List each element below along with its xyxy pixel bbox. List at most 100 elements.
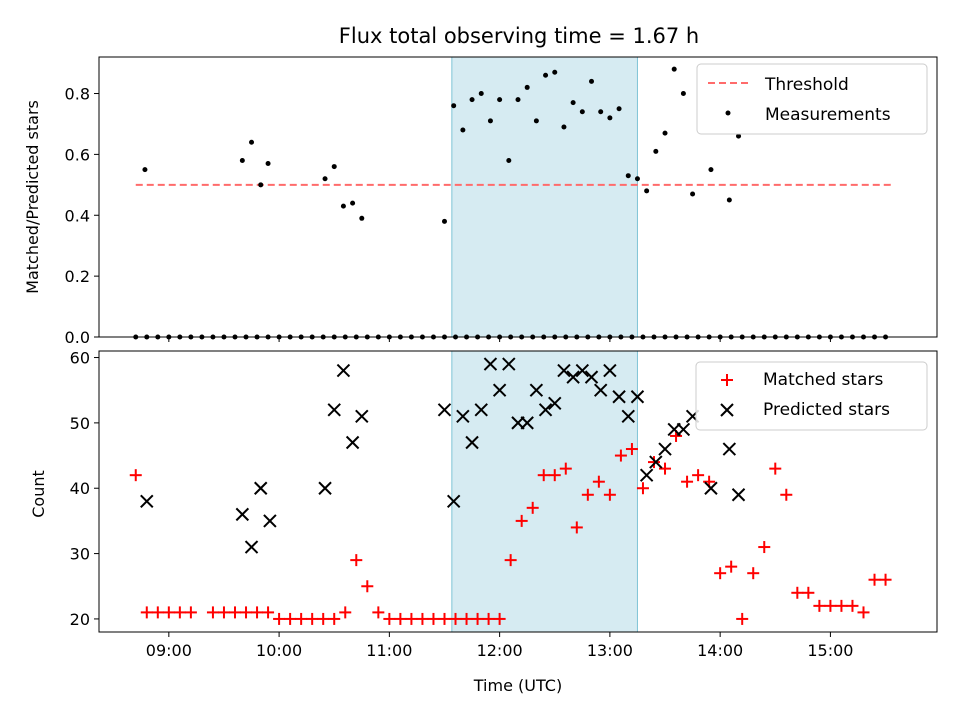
top-y-ticks: 0.0 0.2 0.4 0.6 0.8 [65,85,99,347]
predicted-star-point [520,416,534,430]
measurement-point [708,167,714,173]
measurement-point [589,78,595,84]
bottom-panel: 09:00 10:00 11:00 12:00 13:00 14:00 15:00 20 30… [29,349,938,695]
top-y-tick-label: 0.0 [65,328,90,347]
matched-star-point [493,612,506,625]
matched-star-point [471,612,484,625]
measurement-point [487,118,493,124]
matched-star-point [570,521,583,534]
bottom-y-tick-label: 30 [70,545,90,564]
matched-star-point [537,469,550,482]
matched-star-point [394,612,407,625]
measurement-point [340,203,346,209]
matched-star-point [460,612,473,625]
measurement-point [625,173,631,179]
legend-measurements-swatch [725,110,731,116]
matched-star-point [769,462,782,475]
measurement-point [644,188,650,194]
measurement-point [249,139,255,145]
matched-star-point [824,599,837,612]
measurement-point [497,97,503,103]
predicted-star-point [263,514,277,528]
matched-star-point [868,573,881,586]
top-y-tick-label: 0.8 [65,85,90,104]
measurement-point [478,91,484,97]
measurement-point [322,176,328,182]
measurement-point [634,176,640,182]
matched-star-point [328,612,341,625]
matched-star-point [879,573,892,586]
legend-matched-swatch [721,374,733,386]
matched-star-point [173,606,186,619]
measurement-point [671,66,677,72]
measurement-point [451,103,457,109]
x-axis-label: Time (UTC) [473,676,562,695]
measurement-point [616,106,622,112]
matched-star-point [846,599,859,612]
matched-star-point [383,612,396,625]
matched-star-point [438,612,451,625]
measurement-point [524,84,530,90]
legend-threshold-label: Threshold [764,75,849,95]
measurement-point [662,130,668,136]
x-tick-label: 13:00 [587,641,633,660]
matched-star-point [284,612,297,625]
matched-star-point [162,606,175,619]
chart-title: Flux total observing time = 1.67 h [339,24,699,48]
predicted-star-point [548,396,562,410]
matched-star-point [350,554,363,567]
measurement-point [359,215,365,221]
matched-star-point [526,501,539,514]
top-ylabel: Matched/Predicted stars [23,100,42,294]
predicted-star-point [722,442,737,456]
top-y-tick-label: 0.2 [65,267,90,286]
top-x-ticks [168,337,831,342]
matched-star-point [151,606,164,619]
measurement-point [736,133,742,139]
matched-star-point [636,482,649,495]
bottom-shaded-span [451,350,638,633]
matched-star-point [140,606,153,619]
legend-predicted-swatch [720,403,734,417]
matched-star-point [206,606,219,619]
matched-star-point [482,612,495,625]
predicted-star-point [593,383,608,397]
measurement-point [460,127,466,133]
legend-matched-label: Matched stars [763,370,883,390]
predicted-star-point [345,435,360,450]
predicted-star-point [235,507,250,522]
matched-star-point [548,469,561,482]
matched-star-point [747,567,760,580]
matched-star-point [603,488,616,501]
predicted-star-point [446,494,461,509]
bottom-marks [129,357,892,625]
matched-star-point [339,606,352,619]
top-legend-box [696,63,928,135]
matched-star-point [791,586,804,599]
top-axes-frame [98,56,938,338]
predicted-star-point [456,409,470,424]
predicted-star-point [658,442,672,456]
legend-predicted-label: Predicted stars [763,400,890,420]
matched-star-point [857,606,870,619]
predicted-star-point [566,370,580,384]
x-tick-label: 12:00 [477,641,523,660]
predicted-star-point [584,370,599,384]
measurement-point [533,118,539,124]
matched-star-point [217,606,230,619]
measurement-point [331,164,337,170]
matched-star-point [559,462,572,475]
x-tick-label: 11:00 [366,641,412,660]
top-legend: Threshold Measurements [696,63,928,135]
measurement-point [579,109,585,115]
predicted-star-point [575,363,590,378]
matched-star-point [449,612,462,625]
bottom-legend: Matched stars Predicted stars [695,361,928,431]
predicted-star-point [649,455,663,469]
predicted-star-point [538,403,553,417]
measurement-point [543,72,549,78]
matched-star-point [714,567,727,580]
matched-star-point [725,560,738,573]
measurement-point [726,197,732,203]
matched-star-point [758,541,771,554]
